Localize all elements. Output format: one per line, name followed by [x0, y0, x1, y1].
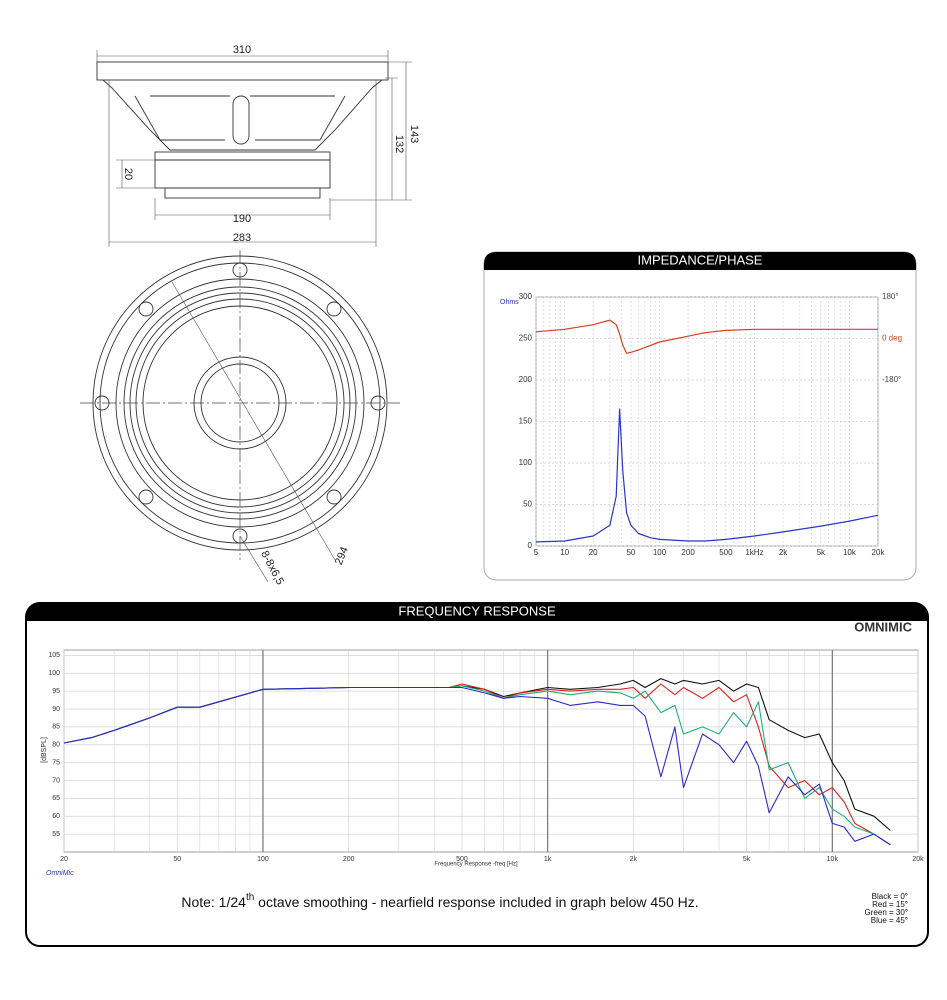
dim-line [154, 198, 331, 220]
panel-header [484, 252, 916, 270]
x-tick-label: 50 [173, 856, 181, 863]
dimension-label: 143 [408, 125, 420, 143]
x-tick-label: 100 [257, 856, 269, 863]
x-tick-label: 2k [779, 548, 788, 557]
x-tick-label: 50 [626, 548, 635, 557]
x-axis-label: Frequency Response -freq [Hz] [434, 862, 518, 868]
x-tick-label: 10k [827, 856, 839, 863]
center-line [80, 250, 400, 560]
dim-line [239, 535, 269, 583]
panel-header [26, 603, 928, 621]
speaker-drawing: 310 143 132 20 190 283 294 8-8x6,5 [80, 44, 420, 587]
y2-tick-label: 180° [882, 292, 899, 301]
y-tick-label: 75 [52, 759, 60, 766]
plate [154, 151, 331, 161]
magnet [154, 159, 331, 189]
dim-line [330, 61, 412, 201]
x-tick-label: 500 [719, 548, 733, 557]
y-tick-label: 0 [528, 541, 533, 550]
y-tick-label: 105 [48, 652, 60, 659]
x-tick-label: 1kHz [745, 548, 763, 557]
dimension-label: 8-8x6,5 [258, 549, 286, 587]
basket [102, 79, 383, 151]
dimension-label: 294 [333, 545, 351, 567]
dimension-label: 20 [122, 168, 134, 180]
note-part: octave smoothing - nearfield response in… [254, 894, 698, 910]
y-tick-label: 70 [52, 777, 60, 784]
x-tick-label: 10k [843, 548, 857, 557]
dim-line [108, 80, 377, 247]
x-tick-label: 10 [560, 548, 569, 557]
legend-entry: Blue = 45° [871, 916, 908, 925]
y-axis-label: Ohms [500, 299, 519, 306]
y-tick-label: 150 [519, 417, 533, 426]
note: Note: 1/24th octave smoothing - nearfiel… [181, 892, 698, 910]
dimension-label: 283 [233, 232, 251, 244]
dim-line [116, 159, 155, 189]
y-tick-label: 95 [52, 688, 60, 695]
dim-line [385, 77, 398, 200]
x-tick-label: 20k [872, 548, 886, 557]
vent [232, 95, 250, 145]
x-tick-label: 200 [681, 548, 695, 557]
basket-ribs [134, 95, 346, 141]
plot-area [63, 649, 919, 853]
note-part: Note: 1/24 [181, 894, 246, 910]
series-line [536, 408, 878, 543]
y-axis-label: [dBSPL] [41, 737, 48, 763]
x-tick-label: 1k [544, 856, 552, 863]
y-tick-label: 100 [519, 458, 533, 467]
y2-tick-label: 0 deg [882, 334, 902, 343]
x-tick-label: 100 [653, 548, 667, 557]
dim-line [96, 50, 389, 62]
note-part: th [246, 892, 254, 903]
y-tick-label: 85 [52, 724, 60, 731]
y-tick-label: 250 [519, 334, 533, 343]
dimension-label: 310 [233, 44, 251, 56]
y-tick-label: 100 [48, 670, 60, 677]
plot-area [535, 296, 879, 547]
y-tick-label: 55 [52, 831, 60, 838]
x-tick-label: 5 [534, 548, 539, 557]
chart-title: IMPEDANCE/PHASE [638, 252, 763, 267]
y-tick-label: 50 [523, 500, 532, 509]
y-tick-label: 65 [52, 795, 60, 802]
logo: OMNIMIC [854, 619, 912, 634]
x-tick-label: 2k [630, 856, 638, 863]
y-tick-label: 300 [519, 292, 533, 301]
flange [96, 61, 389, 81]
legend-entry: Green = 30° [865, 908, 908, 917]
y-tick-label: 200 [519, 375, 533, 384]
y-tick-label: 60 [52, 813, 60, 820]
y-tick-label: 80 [52, 742, 60, 749]
x-tick-label: 20 [589, 548, 598, 557]
x-tick-label: 500 [456, 856, 468, 863]
back-plate [164, 187, 321, 199]
dim-line [171, 281, 336, 561]
y2-tick-label: -180° [882, 375, 901, 384]
x-tick-label: 5k [817, 548, 826, 557]
series-line [536, 319, 878, 354]
dimension-label: 132 [393, 135, 405, 153]
source-label: OmniMic [46, 870, 74, 877]
chart-title: FREQUENCY RESPONSE [398, 603, 556, 618]
y-tick-label: 90 [52, 706, 60, 713]
x-tick-label: 200 [343, 856, 355, 863]
legend-entry: Black = 0° [872, 892, 908, 901]
x-tick-label: 5k [743, 856, 751, 863]
charts: IMPEDANCE/PHASEDATS050100150200250300510… [41, 252, 924, 925]
series-line [64, 686, 891, 846]
x-tick-label: 20k [912, 856, 924, 863]
dimension-label: 190 [233, 213, 251, 225]
x-tick-label: 20 [60, 856, 68, 863]
legend-entry: Red = 15° [872, 900, 908, 909]
